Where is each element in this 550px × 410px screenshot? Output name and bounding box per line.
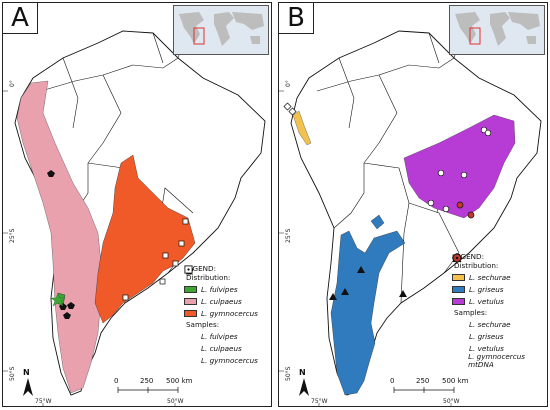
diamond-dot-icon	[452, 253, 465, 330]
scale-end: 500 km	[166, 377, 193, 385]
legend-item: L. gymnocercus	[184, 307, 258, 319]
griseus-range	[370, 214, 385, 230]
mtdna-samples	[456, 201, 475, 219]
legend-label: L. culpaeus	[201, 296, 242, 306]
lon-tick-75w: 75°W	[311, 398, 328, 405]
scale-mid: 250	[416, 377, 430, 385]
gymnocercus-range	[94, 154, 196, 324]
griseus-samples	[329, 266, 407, 300]
legend-label: L. fulvipes	[201, 332, 238, 341]
gymnocercus-samples	[122, 218, 189, 301]
culpaeus-range	[16, 80, 102, 394]
lat-tick-50s: 50°S	[9, 366, 16, 381]
map-panel-b: B LEGEND: Distribution: L. sechurae L. g…	[278, 2, 548, 407]
vetulus-samples	[427, 126, 492, 213]
panel-label-a: A	[3, 3, 38, 34]
scale-zero: 0	[390, 377, 395, 385]
legend-sample: L. gymnocercus mtDNA	[452, 253, 547, 369]
black-pentagon-icon	[184, 265, 197, 354]
legend-label: L. sechurae	[469, 320, 511, 329]
scale-mid: 250	[140, 377, 154, 385]
legend-b: LEGEND: Distribution: L. sechurae L. gri…	[452, 252, 547, 369]
lat-tick-50s: 50°S	[285, 366, 292, 381]
legend-sample: L. fulvipes	[184, 265, 258, 343]
legend-label: L. vetulus	[469, 296, 504, 306]
scale-end: 500 km	[442, 377, 469, 385]
north-label-b: N	[299, 368, 306, 377]
legend-title: LEGEND:	[452, 252, 484, 261]
swatch-fulvipes	[184, 285, 197, 293]
legend-label: L. vetulus	[469, 344, 504, 353]
vetulus-range	[403, 114, 516, 219]
north-label-a: N	[23, 368, 30, 377]
swatch-gymnocercus	[184, 309, 197, 317]
legend-label: L. sechurae	[469, 272, 511, 282]
legend-samples-title: Samples:	[454, 308, 488, 318]
legend-item: L. culpaeus	[184, 295, 258, 307]
lon-tick-50w: 50°W	[167, 398, 184, 405]
griseus-range	[330, 230, 406, 396]
map-panel-a: A LEGEND: Distribution: L. fulvipes L. c…	[2, 2, 272, 407]
map-a-canvas	[3, 30, 266, 406]
legend-label: L. gymnocercus	[201, 308, 258, 318]
north-arrow-a	[23, 378, 33, 396]
panel-label-b: B	[279, 3, 314, 34]
legend-label: L. griseus	[469, 332, 504, 341]
world-inset-b	[449, 5, 545, 55]
lon-tick-50w: 50°W	[443, 398, 460, 405]
legend-item: L. vetulus	[452, 295, 547, 307]
sechurae-range	[292, 110, 312, 146]
swatch-culpaeus	[184, 297, 197, 305]
legend-item: L. sechurae	[452, 271, 547, 283]
north-arrow-b	[299, 378, 309, 396]
legend-label: L. culpaeus	[201, 344, 242, 353]
dotted-circle-icon	[452, 253, 465, 354]
black-triangle-icon	[452, 253, 465, 342]
legend-item: L. griseus	[452, 283, 547, 295]
legend-sample: L. sechurae	[452, 253, 547, 331]
lat-tick-25s: 25°S	[285, 228, 292, 243]
world-inset-a	[173, 5, 269, 55]
green-star-icon	[184, 265, 197, 342]
legend-label: L. gymnocercus	[201, 356, 258, 365]
sechurae-samples	[283, 102, 297, 116]
swatch-vetulus	[452, 297, 465, 305]
scale-zero: 0	[114, 377, 119, 385]
legend-samples-title: Samples:	[186, 320, 220, 330]
lat-tick-0: 0°	[9, 80, 16, 87]
legend-item: L. fulvipes	[184, 283, 258, 295]
legend-sample: L. griseus	[452, 253, 547, 343]
legend-distribution-title: Distribution:	[454, 261, 499, 271]
legend-title: LEGEND:	[184, 264, 216, 273]
fulvipes-sample-star	[50, 292, 66, 307]
red-circle-icon	[452, 253, 464, 366]
swatch-sechurae	[452, 273, 465, 281]
legend-label: L. gymnocercus mtDNA	[468, 352, 526, 369]
swatch-griseus	[452, 285, 465, 293]
legend-sample: L. culpaeus	[184, 265, 258, 355]
legend-label: L. griseus	[469, 284, 504, 294]
legend-sample: L. gymnocercus	[184, 265, 258, 367]
map-b-canvas	[279, 30, 542, 406]
lon-tick-75w: 75°W	[35, 398, 52, 405]
legend-label: L. fulvipes	[201, 284, 238, 294]
lat-tick-25s: 25°S	[9, 228, 16, 243]
legend-a: LEGEND: Distribution: L. fulvipes L. cul…	[184, 265, 258, 367]
lat-tick-0: 0°	[285, 80, 292, 87]
legend-distribution-title: Distribution:	[186, 273, 231, 283]
dotted-square-icon	[184, 265, 197, 366]
